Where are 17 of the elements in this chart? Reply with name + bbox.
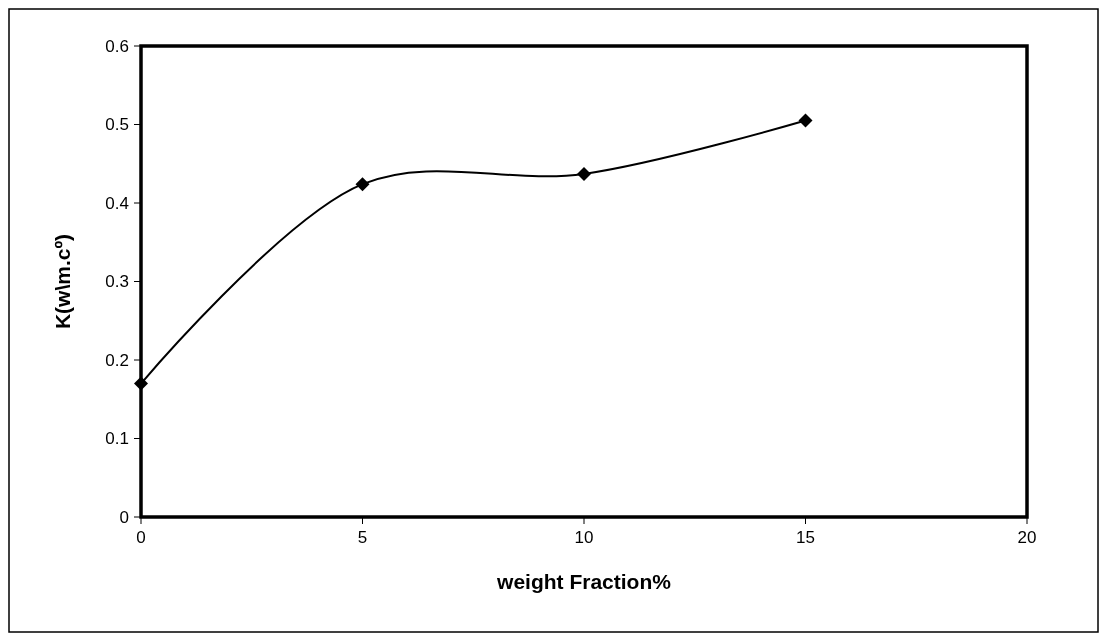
y-tick-label: 0.2 [105, 350, 129, 370]
y-tick-label: 0.5 [105, 115, 129, 135]
y-tick-label: 0.3 [105, 272, 129, 292]
y-tick-label: 0.6 [105, 36, 129, 56]
point [577, 166, 591, 181]
y-tick-label: 0 [119, 507, 129, 527]
y-tick-label: 0.4 [105, 193, 129, 213]
x-tick-label: 5 [357, 528, 368, 547]
point [355, 177, 370, 192]
x-tick-label: 15 [796, 528, 815, 547]
x-tick-label: 0 [136, 528, 146, 547]
y-axis-title: K(w\m.cº) [51, 233, 74, 330]
x-axis-title: weight Fraction% [496, 570, 672, 593]
x-tick-label: 10 [574, 528, 594, 547]
point [798, 113, 813, 128]
x-tick-label: 20 [1017, 528, 1037, 547]
y-tick-label: 0.1 [105, 429, 129, 449]
